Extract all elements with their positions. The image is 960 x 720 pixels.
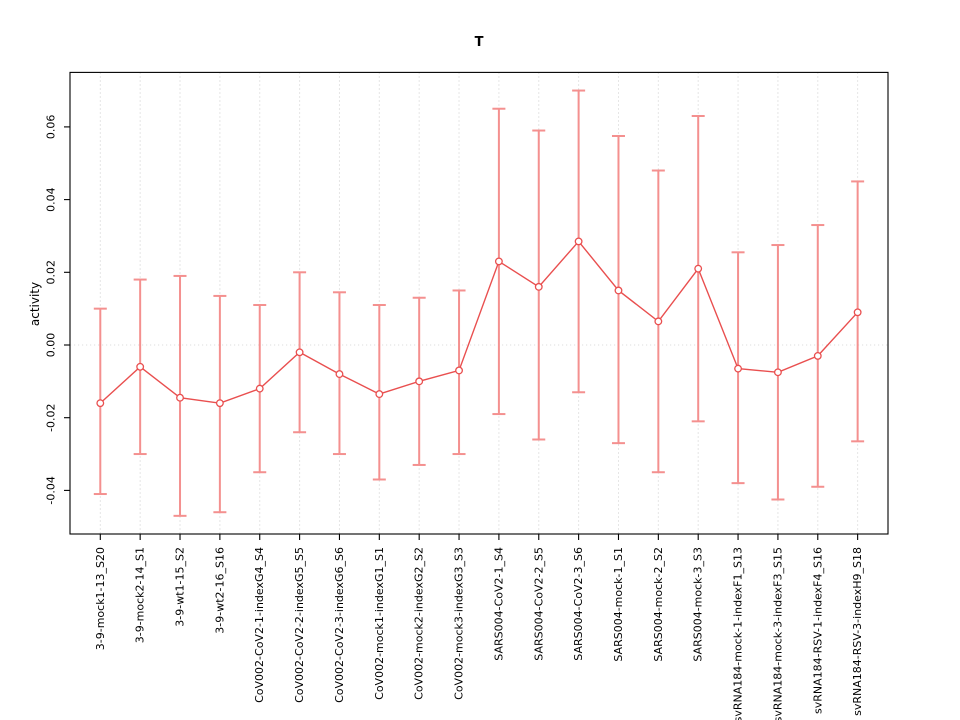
- series-line: [99, 240, 859, 404]
- gridlines: [70, 72, 888, 534]
- x-tick-label: SARS004-mock-1_S1: [612, 547, 625, 662]
- y-tick-label: 0.00: [45, 333, 58, 358]
- y-tick-label: 0.02: [45, 260, 58, 285]
- y-tick-label: 0.06: [45, 115, 58, 139]
- x-tick-label: CoV002-mock1-indexG1_S1: [373, 547, 386, 700]
- data-point: [176, 393, 184, 402]
- x-tick-label: SARS004-CoV2-3_S6: [572, 547, 585, 661]
- y-tick-label: -0.04: [45, 476, 58, 504]
- data-points: [96, 237, 862, 408]
- data-point: [295, 348, 304, 357]
- data-point: [494, 257, 503, 266]
- x-tick-label: 3-9-mock1-13_S20: [94, 547, 107, 650]
- data-point: [813, 351, 822, 360]
- chart-title: T: [474, 35, 484, 50]
- data-point: [574, 237, 583, 246]
- data-point: [694, 264, 703, 273]
- x-tick-label: svRNA184-RSV-3-indexH9_S18: [851, 547, 864, 716]
- x-tick-label: 3-9-mock2-14_S1: [134, 547, 147, 643]
- data-point: [215, 399, 224, 408]
- data-point: [335, 370, 344, 379]
- data-point: [136, 362, 145, 371]
- data-point: [773, 368, 782, 377]
- data-point: [734, 364, 743, 373]
- y-tick-label: -0.02: [45, 403, 58, 431]
- x-tick-label: 3-9-wt1-15_S2: [174, 547, 187, 627]
- data-point: [534, 282, 543, 291]
- error-bars: [93, 89, 865, 517]
- x-tick-label: svRNA184-RSV-1-indexF4_S16: [811, 547, 824, 714]
- x-tick-label: SARS004-mock-3_S3: [692, 547, 705, 662]
- data-point: [614, 286, 623, 295]
- x-tick-label: CoV002-mock2-indexG2_S2: [413, 547, 426, 700]
- x-tick-label: svRNA184-mock-1-indexF1_S13: [732, 547, 745, 720]
- x-tick-label: CoV002-CoV2-2-indexG5_S5: [293, 547, 306, 703]
- x-tick-label: SARS004-CoV2-2_S5: [532, 547, 545, 661]
- data-point: [255, 384, 264, 393]
- x-tick-label: svRNA184-mock-3-indexF3_S15: [771, 547, 784, 720]
- data-point: [96, 399, 105, 408]
- x-tick-label: SARS004-mock-2_S2: [652, 547, 665, 662]
- y-axis-label: activity: [28, 281, 42, 327]
- data-point: [654, 317, 663, 326]
- plot-frame: [69, 71, 889, 535]
- data-point: [375, 390, 384, 399]
- x-tick-label: SARS004-CoV2-1_S4: [492, 547, 505, 661]
- y-axis: -0.04 -0.02 0.00 0.02 0.04 0.06: [45, 115, 70, 505]
- x-tick-label: CoV002-mock3-indexG3_S3: [453, 547, 466, 700]
- y-tick-label: 0.04: [45, 187, 58, 212]
- data-point: [853, 308, 862, 317]
- x-tick-label: 3-9-wt2-16_S16: [213, 547, 226, 634]
- x-tick-label: CoV002-CoV2-1-indexG4_S4: [253, 547, 266, 703]
- data-point: [455, 366, 463, 375]
- data-point: [415, 377, 424, 386]
- x-tick-label: CoV002-CoV2-3-indexG6_S6: [333, 547, 346, 703]
- x-axis: 3-9-mock1-13_S20 3-9-mock2-14_S1 3-9-wt1-1…: [94, 534, 864, 720]
